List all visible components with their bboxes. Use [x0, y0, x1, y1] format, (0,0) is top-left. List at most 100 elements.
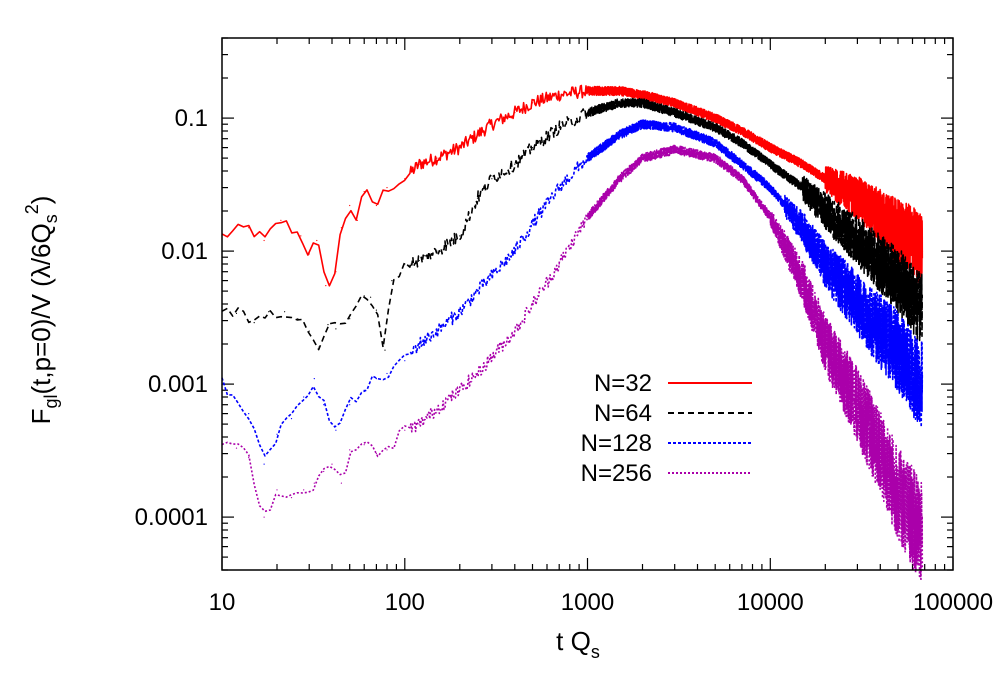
data-point — [801, 163, 804, 165]
data-point — [386, 372, 388, 375]
data-point — [741, 178, 743, 180]
data-point — [824, 263, 826, 265]
data-point — [308, 330, 310, 332]
data-point — [418, 343, 420, 345]
data-point — [418, 259, 420, 262]
data-point — [313, 378, 315, 380]
series-line — [221, 97, 924, 351]
data-point — [327, 324, 329, 326]
data-point — [340, 227, 342, 229]
data-point — [476, 372, 479, 375]
x-axis-title: t Qs — [556, 626, 600, 662]
data-point — [235, 312, 238, 314]
data-point — [363, 389, 365, 391]
data-point — [619, 102, 621, 104]
tick-marks — [221, 37, 954, 571]
data-point — [741, 130, 743, 132]
data-point — [558, 187, 560, 189]
series-line — [221, 84, 924, 287]
data-point — [879, 453, 881, 455]
data-point — [674, 112, 676, 114]
data-point — [316, 239, 318, 242]
data-point — [363, 295, 365, 297]
data-point — [856, 404, 859, 406]
data-point — [921, 537, 924, 539]
y-axis-title: Fgl(t,p=0)/V (λ/6Qs2) — [22, 196, 61, 425]
data-point — [619, 134, 621, 136]
data-point — [391, 280, 393, 282]
data-point — [514, 330, 516, 332]
data-point — [824, 343, 826, 345]
legend-label: N=256 — [581, 460, 652, 487]
x-tick-label: 1000 — [561, 589, 614, 616]
data-point — [476, 290, 479, 292]
data-point — [253, 322, 255, 324]
data-point — [911, 239, 914, 242]
y-tick-label: 0.001 — [148, 371, 208, 398]
data-point — [879, 330, 881, 332]
data-point — [824, 178, 826, 180]
data-point — [280, 219, 282, 221]
data-point — [248, 227, 250, 229]
data-point — [386, 187, 388, 189]
data-point — [714, 117, 716, 119]
data-point — [531, 147, 534, 149]
data-point — [558, 126, 560, 129]
data-point — [375, 453, 377, 455]
data-point — [248, 413, 250, 415]
legend-label: N=32 — [594, 370, 652, 397]
data-point — [769, 163, 771, 165]
x-tick-label: 100000 — [913, 589, 993, 616]
data-point — [586, 90, 589, 92]
data-point — [586, 157, 589, 159]
legend-label: N=128 — [581, 430, 652, 457]
data-point — [714, 157, 716, 159]
data-point — [897, 231, 899, 233]
data-point — [476, 197, 479, 199]
data-point — [856, 303, 859, 305]
data-point — [801, 187, 804, 189]
data-point — [297, 318, 299, 320]
data-point — [769, 147, 771, 149]
data-point — [514, 250, 516, 252]
data-point — [349, 449, 351, 451]
data-point — [263, 516, 265, 518]
data-point — [276, 433, 278, 435]
data-point — [879, 216, 881, 218]
data-point — [370, 296, 372, 298]
data-point — [921, 311, 924, 313]
data-point — [384, 349, 386, 351]
x-tick-label: 100 — [385, 589, 425, 616]
y-tick-label: 0.0001 — [135, 504, 208, 531]
data-point — [824, 210, 826, 212]
series-line — [221, 119, 924, 457]
data-point — [303, 489, 305, 491]
data-point — [801, 227, 804, 229]
data-point — [619, 178, 621, 180]
x-tick-label: 10000 — [737, 589, 804, 616]
y-tick-label: 0.1 — [175, 105, 208, 132]
data-point — [674, 126, 676, 129]
data-point — [318, 346, 320, 348]
data-point — [897, 280, 899, 282]
data-point — [491, 178, 493, 180]
y-tick-label: 0.01 — [161, 238, 208, 265]
data-point — [436, 330, 438, 332]
data-point — [235, 447, 238, 449]
data-point — [491, 275, 493, 277]
data-point — [325, 285, 327, 287]
series-layer — [221, 84, 924, 582]
data-point — [921, 383, 924, 385]
data-point — [911, 372, 914, 375]
data-point — [531, 102, 534, 104]
data-point — [308, 253, 310, 255]
data-point — [514, 163, 516, 165]
data-point — [491, 356, 493, 358]
data-point — [290, 497, 293, 499]
data-point — [856, 197, 859, 199]
data-point — [921, 250, 924, 252]
data-point — [386, 449, 388, 451]
data-point — [714, 126, 716, 129]
data-point — [331, 463, 333, 465]
data-point — [641, 94, 644, 96]
